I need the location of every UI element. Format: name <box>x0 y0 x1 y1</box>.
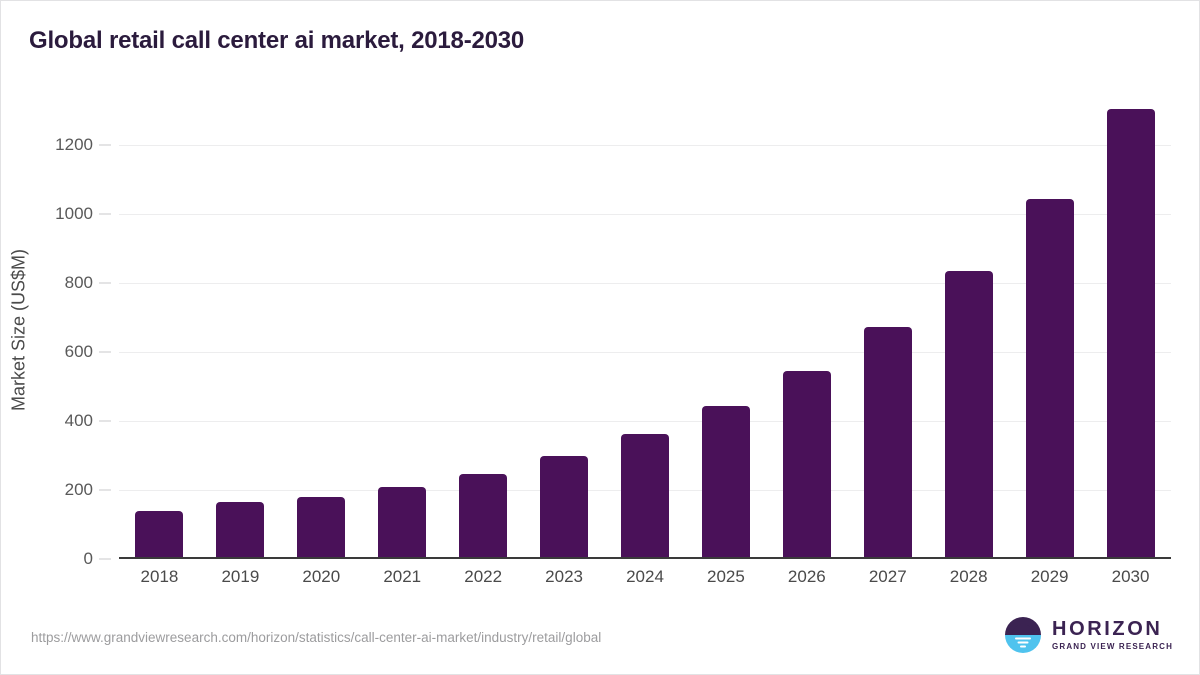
bar-2025[interactable] <box>701 406 750 558</box>
bar-slot <box>766 101 847 558</box>
y-axis-tick-mark <box>99 420 111 422</box>
bar-slot <box>928 101 1009 558</box>
y-axis-tick-mark <box>99 558 111 560</box>
horizon-sunrise-icon <box>1005 617 1042 653</box>
bar-slot <box>1009 101 1090 558</box>
gridline <box>119 214 1171 215</box>
x-axis-tick-label: 2018 <box>140 567 179 586</box>
plot-area <box>119 101 1171 559</box>
bar-slot <box>1090 101 1171 558</box>
x-axis-tick-label: 2023 <box>545 567 583 586</box>
y-axis-tick-mark <box>99 213 111 215</box>
bar-2020[interactable] <box>297 497 346 558</box>
bar-2021[interactable] <box>378 486 427 558</box>
logo-name: HORIZON <box>1052 618 1163 640</box>
bar-2028[interactable] <box>944 271 993 558</box>
gridline <box>119 283 1171 284</box>
logo-tagline: GRAND VIEW RESEARCH <box>1052 642 1173 651</box>
bar-slot <box>281 101 362 558</box>
bar-series <box>119 101 1171 558</box>
y-axis-tick-mark <box>99 489 111 491</box>
y-axis-tick-label: 200 <box>64 480 93 499</box>
bar-slot <box>605 101 686 558</box>
y-axis-tick-mark <box>99 351 111 353</box>
x-axis-ticks: 2018 2019 2020 2021 2022 2023 2024 2025 2026 2027… <box>119 567 1171 587</box>
y-axis-ticks: 0 200 400 600 800 1000 1200 <box>1 101 119 568</box>
bar-slot <box>119 101 200 558</box>
x-axis-line <box>119 557 1171 559</box>
bar-slot <box>847 101 928 558</box>
bar-2030[interactable] <box>1106 108 1155 558</box>
x-axis-tick-label: 2027 <box>868 567 907 586</box>
bar-slot <box>524 101 605 558</box>
x-axis-tick-label: 2025 <box>707 567 745 586</box>
y-axis-tick-label: 0 <box>83 549 93 568</box>
x-axis-tick-label: 2024 <box>626 567 664 586</box>
bar-2029[interactable] <box>1025 199 1074 558</box>
bar-2022[interactable] <box>459 473 508 558</box>
gridline <box>119 145 1171 146</box>
x-axis-tick-label: 2019 <box>221 567 260 586</box>
bar-2018[interactable] <box>135 510 184 558</box>
bar-2023[interactable] <box>540 456 589 558</box>
bar-slot <box>200 101 281 558</box>
y-axis-tick-label: 800 <box>64 273 93 292</box>
bar-2027[interactable] <box>863 326 912 558</box>
bar-2019[interactable] <box>216 501 265 558</box>
bar-2024[interactable] <box>620 434 669 558</box>
x-axis-tick-label: 2028 <box>949 567 988 586</box>
bar-slot <box>685 101 766 558</box>
page-title: Global retail call center ai market, 201… <box>29 27 525 54</box>
logo-text: HORIZON GRAND VIEW RESEARCH <box>1052 619 1173 651</box>
y-axis-tick-mark <box>99 144 111 146</box>
brand-logo: HORIZON GRAND VIEW RESEARCH <box>1003 615 1173 655</box>
bar-2026[interactable] <box>782 371 831 558</box>
gridline <box>119 421 1171 422</box>
y-axis-tick-mark <box>99 282 111 284</box>
y-axis-tick-label: 600 <box>64 342 93 361</box>
x-axis-tick-label: 2029 <box>1030 567 1069 586</box>
y-axis-tick-label: 1200 <box>55 135 93 154</box>
y-axis-tick-label: 1000 <box>55 204 93 223</box>
source-url[interactable]: https://www.grandviewresearch.com/horizo… <box>31 630 602 645</box>
x-axis-tick-label: 2021 <box>383 567 422 586</box>
y-axis-tick-label: 400 <box>64 411 93 430</box>
x-axis-tick-label: 2030 <box>1111 567 1150 586</box>
bar-slot <box>362 101 443 558</box>
x-axis-tick-label: 2026 <box>787 567 826 586</box>
x-axis-tick-label: 2022 <box>464 567 503 586</box>
gridline <box>119 352 1171 353</box>
x-axis-tick-label: 2020 <box>302 567 341 586</box>
bar-slot <box>443 101 524 558</box>
